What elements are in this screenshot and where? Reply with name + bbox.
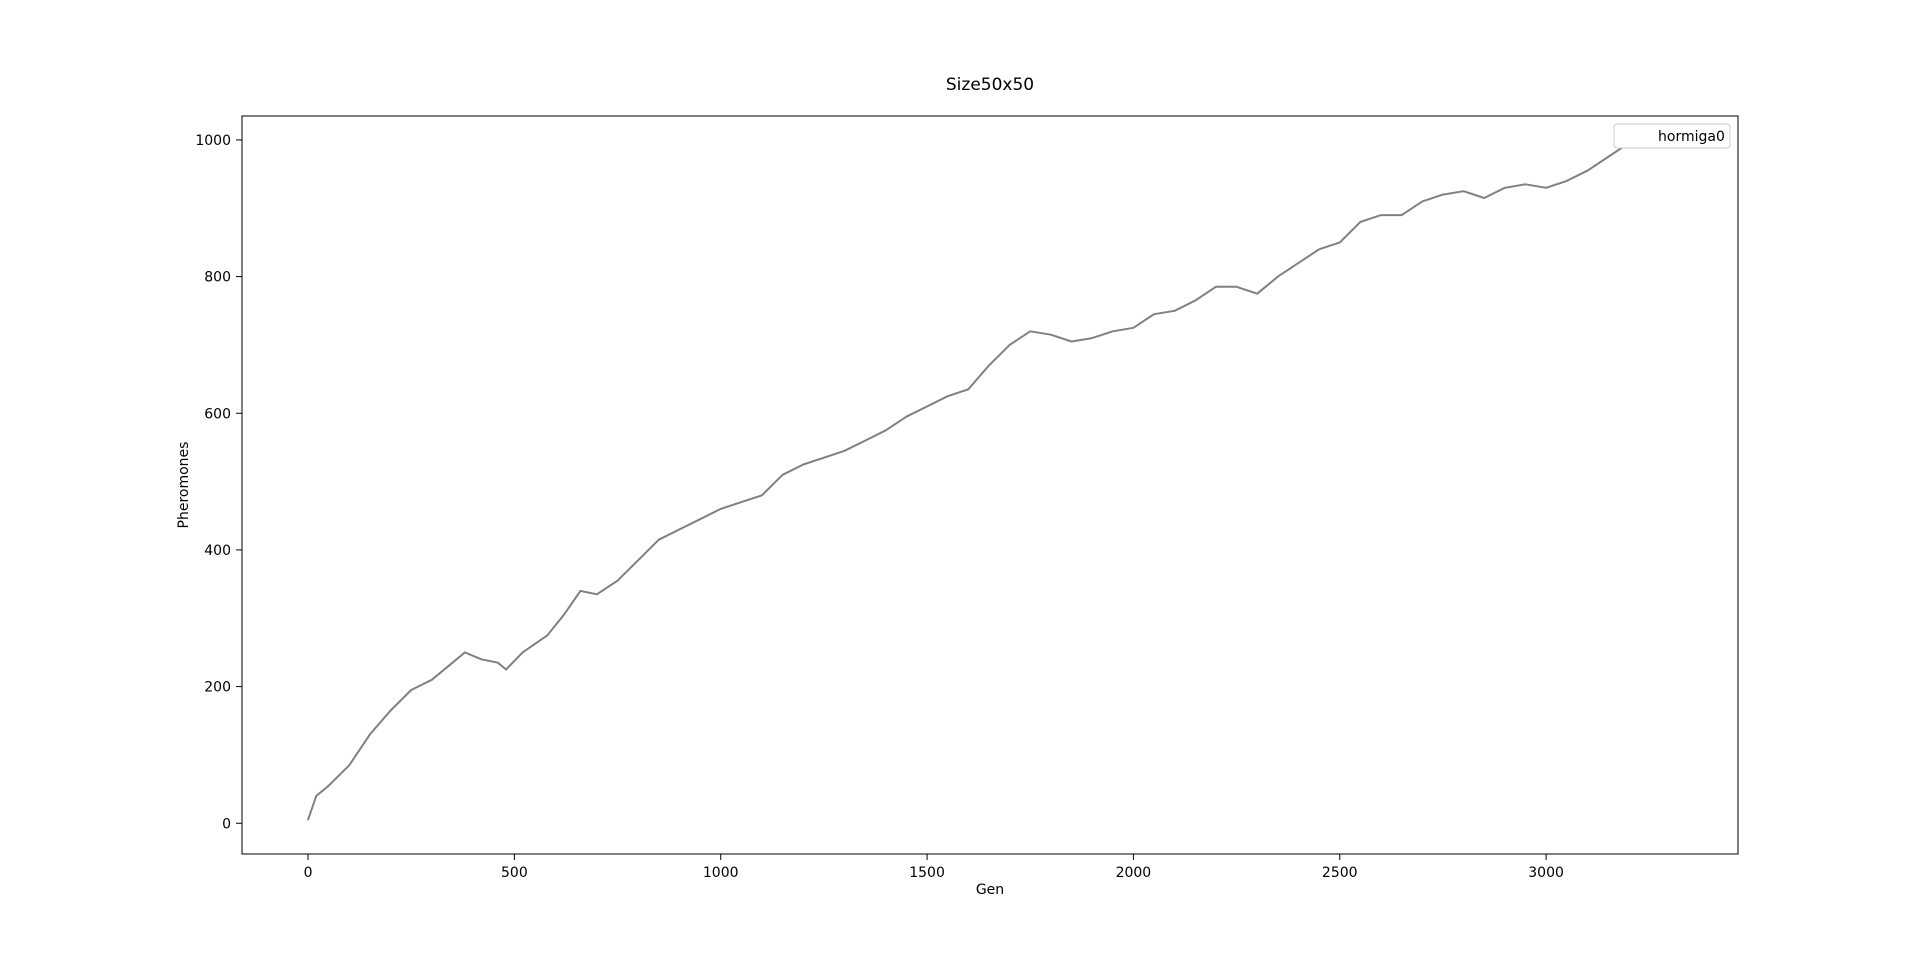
chart-title: Size50x50 bbox=[946, 75, 1034, 95]
data-point bbox=[781, 474, 784, 476]
data-point bbox=[843, 450, 846, 452]
data-point bbox=[348, 764, 351, 766]
data-point bbox=[1029, 330, 1031, 333]
data-point bbox=[946, 395, 949, 398]
data-point bbox=[616, 579, 619, 582]
data-point bbox=[1586, 169, 1589, 172]
data-point bbox=[464, 651, 466, 654]
data-point bbox=[740, 501, 743, 503]
data-point bbox=[1421, 200, 1424, 203]
data-point bbox=[1442, 193, 1444, 196]
data-point bbox=[885, 429, 887, 432]
data-point bbox=[1359, 221, 1362, 223]
data-point bbox=[823, 456, 825, 459]
y-tick-label: 400 bbox=[204, 543, 231, 559]
x-axis: 0 500 1000 1500 2000 2500 3000 bbox=[304, 854, 1564, 881]
data-point bbox=[926, 405, 928, 408]
data-point bbox=[967, 388, 970, 391]
y-axis: 0 200 400 600 800 1000 bbox=[195, 133, 242, 832]
data-point bbox=[761, 494, 763, 497]
x-tick-label: 2500 bbox=[1322, 865, 1358, 881]
data-point bbox=[410, 689, 413, 691]
data-point bbox=[1297, 262, 1300, 264]
data-point bbox=[1215, 286, 1217, 288]
y-tick-label: 800 bbox=[204, 270, 231, 286]
data-point bbox=[1504, 187, 1506, 189]
data-point bbox=[315, 795, 318, 797]
x-tick-label: 1500 bbox=[909, 865, 945, 881]
data-point bbox=[864, 439, 866, 442]
data-point bbox=[451, 661, 454, 664]
data-point bbox=[1194, 299, 1197, 302]
x-tick-label: 1000 bbox=[703, 865, 739, 881]
data-point bbox=[369, 733, 371, 736]
data-point bbox=[1112, 330, 1114, 333]
y-tick-label: 600 bbox=[204, 406, 231, 422]
data-point bbox=[1400, 214, 1403, 216]
data-point bbox=[1462, 190, 1465, 192]
series-layer bbox=[307, 142, 1630, 821]
x-tick-label: 3000 bbox=[1528, 865, 1564, 881]
data-point bbox=[1318, 248, 1320, 251]
data-point bbox=[521, 651, 524, 654]
data-point bbox=[546, 634, 549, 637]
legend-box bbox=[1613, 123, 1731, 149]
legend-label: hormiga0 bbox=[1658, 129, 1725, 145]
y-tick-label: 200 bbox=[204, 680, 231, 696]
data-point bbox=[431, 679, 433, 681]
x-tick-label: 2000 bbox=[1116, 865, 1152, 881]
data-point bbox=[327, 784, 330, 787]
data-point bbox=[678, 528, 681, 531]
data-point bbox=[1256, 292, 1258, 295]
y-tick-label: 0 bbox=[222, 816, 231, 832]
data-point bbox=[1545, 187, 1547, 189]
x-tick-label: 0 bbox=[304, 865, 313, 881]
data-point bbox=[497, 661, 499, 664]
data-point bbox=[1132, 327, 1135, 329]
plot-frame bbox=[241, 115, 1739, 855]
data-point bbox=[1483, 197, 1485, 199]
x-tick-label: 500 bbox=[501, 865, 528, 881]
data-point bbox=[480, 658, 483, 661]
data-point bbox=[1050, 333, 1052, 336]
data-point bbox=[307, 819, 309, 821]
data-point bbox=[1607, 156, 1609, 158]
data-point bbox=[579, 590, 582, 592]
data-point bbox=[1153, 313, 1155, 316]
data-point bbox=[1339, 241, 1341, 244]
data-point bbox=[637, 559, 639, 561]
data-point bbox=[1277, 275, 1279, 278]
y-axis-label: Pheromones bbox=[176, 442, 192, 529]
data-point bbox=[1091, 337, 1093, 339]
data-point bbox=[719, 508, 722, 510]
data-point bbox=[1524, 183, 1527, 186]
data-point bbox=[988, 364, 990, 367]
data-point bbox=[389, 709, 392, 712]
data-point bbox=[505, 668, 507, 671]
data-point bbox=[1070, 340, 1073, 343]
data-point bbox=[1008, 344, 1011, 346]
data-point bbox=[699, 518, 701, 520]
series-line-hormiga0 bbox=[307, 142, 1630, 821]
legend: hormiga0 bbox=[1613, 123, 1731, 149]
data-point bbox=[1173, 310, 1176, 312]
data-point bbox=[1235, 286, 1238, 288]
data-point bbox=[1565, 180, 1568, 182]
x-axis-label: Gen bbox=[976, 882, 1004, 898]
data-point bbox=[596, 593, 598, 596]
data-point bbox=[658, 538, 660, 541]
data-point bbox=[1380, 214, 1382, 216]
data-point bbox=[802, 463, 805, 466]
y-tick-label: 1000 bbox=[195, 133, 231, 149]
data-point bbox=[563, 614, 565, 616]
data-point bbox=[905, 415, 908, 418]
